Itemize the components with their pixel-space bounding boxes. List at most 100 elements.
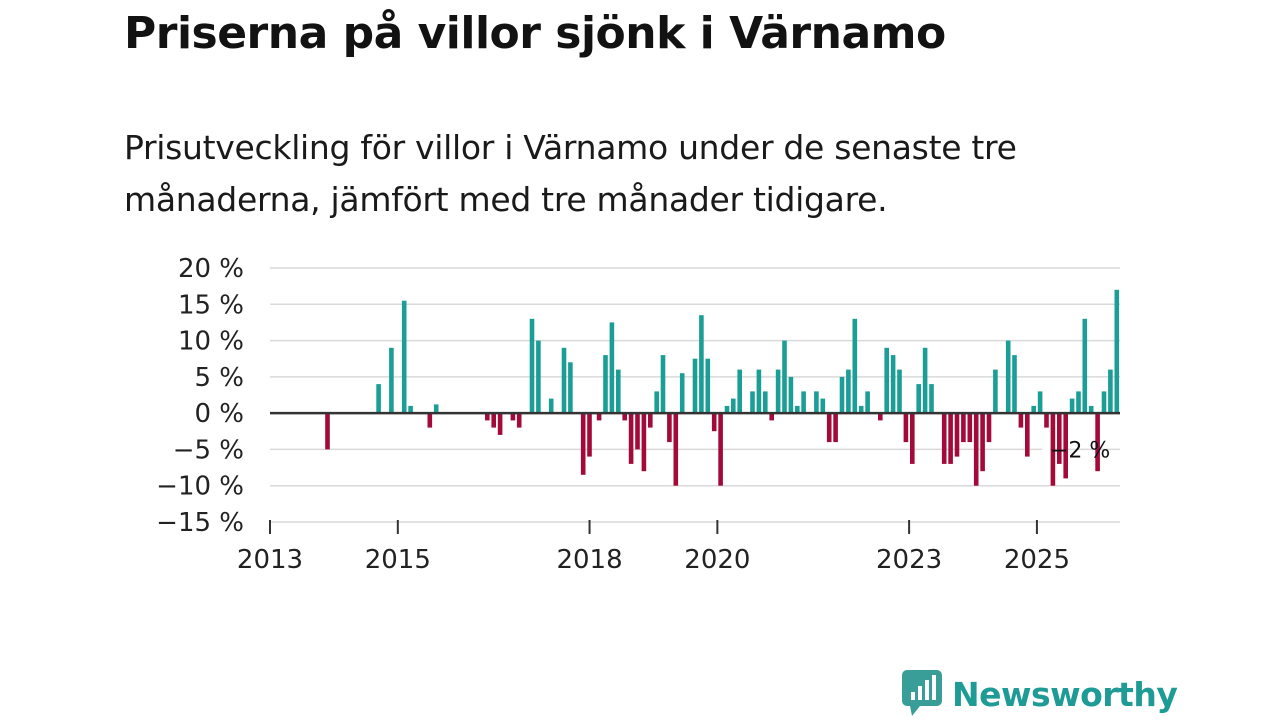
x-tick-label: 2015 xyxy=(365,545,431,575)
bar xyxy=(801,391,806,414)
bar xyxy=(929,384,934,414)
x-tick-label: 2025 xyxy=(1004,545,1070,575)
bar xyxy=(1069,398,1075,414)
bar xyxy=(839,376,845,414)
bar xyxy=(954,413,960,457)
bar xyxy=(980,413,985,472)
chart-title: Priserna på villor sjönk i Värnamo xyxy=(124,8,946,59)
y-tick-label: −5 % xyxy=(173,435,244,465)
bar xyxy=(961,413,966,443)
bar xyxy=(814,391,819,414)
bar xyxy=(858,405,864,414)
bar xyxy=(536,340,541,414)
bar xyxy=(941,413,947,464)
bar xyxy=(1108,369,1113,414)
bar xyxy=(993,369,998,414)
bar xyxy=(622,413,627,421)
bar xyxy=(529,318,535,414)
bar xyxy=(692,358,698,414)
bar xyxy=(510,413,516,421)
bar xyxy=(433,404,439,414)
bar xyxy=(1005,340,1011,414)
bar xyxy=(1037,391,1043,414)
x-tick-label: 2013 xyxy=(237,545,303,575)
last-value-label: −2 % xyxy=(1050,438,1110,463)
bar xyxy=(878,413,883,421)
bar xyxy=(325,413,330,450)
y-tick-label: 5 % xyxy=(194,363,244,393)
bar xyxy=(568,362,573,414)
bar xyxy=(516,413,522,428)
bar xyxy=(718,413,723,486)
bar xyxy=(724,405,730,414)
y-tick-label: 20 % xyxy=(178,254,244,284)
x-tick-label: 2020 xyxy=(684,545,750,575)
newsworthy-logo-icon xyxy=(902,670,942,716)
bar xyxy=(948,413,953,464)
bar xyxy=(1050,413,1056,486)
bar xyxy=(763,391,768,414)
bar xyxy=(826,413,832,443)
chart-subtitle: Prisutveckling för villor i Värnamo unde… xyxy=(124,128,1017,219)
bar xyxy=(1076,391,1081,414)
bar xyxy=(737,369,742,414)
bar xyxy=(903,413,909,443)
bar-chart: 20 % 15 % 10 % 5 % 0 % −5 % −10 % −15 % 2013 2015… xyxy=(156,254,1120,575)
bar xyxy=(587,413,592,457)
bar xyxy=(609,322,615,414)
last-value-marker xyxy=(1042,445,1050,454)
bar xyxy=(548,398,554,414)
bar xyxy=(986,413,992,443)
newsworthy-logo: Newsworthy xyxy=(902,670,1178,718)
bar xyxy=(1063,413,1068,479)
bar xyxy=(890,355,896,414)
bar xyxy=(561,347,567,414)
bar xyxy=(635,413,640,450)
y-tick-label: −10 % xyxy=(156,472,244,502)
x-tick-label: 2018 xyxy=(556,545,622,575)
bar xyxy=(580,413,586,475)
bar xyxy=(852,318,858,414)
bar xyxy=(1088,405,1094,414)
bar xyxy=(788,376,794,414)
bar xyxy=(756,369,762,414)
bar xyxy=(1044,413,1049,428)
bar xyxy=(897,369,902,414)
bar xyxy=(648,413,653,428)
bar xyxy=(833,413,838,443)
bar xyxy=(1114,289,1120,414)
bar xyxy=(673,413,679,486)
bar xyxy=(596,413,602,421)
brand-name: Newsworthy xyxy=(952,674,1178,714)
bar xyxy=(408,405,413,414)
y-tick-label: 0 % xyxy=(194,399,244,429)
bar xyxy=(973,413,979,486)
bar xyxy=(711,413,717,432)
bar xyxy=(1031,405,1036,414)
bar xyxy=(679,373,685,414)
bar xyxy=(750,391,755,414)
bar xyxy=(1101,391,1107,414)
bar xyxy=(389,347,394,414)
bar xyxy=(485,413,490,421)
bar xyxy=(922,347,928,414)
x-tick-label: 2023 xyxy=(876,545,942,575)
bar xyxy=(667,413,672,443)
bar xyxy=(769,413,774,421)
bar xyxy=(1025,413,1030,457)
bar xyxy=(491,413,496,428)
bar xyxy=(910,413,915,464)
bar xyxy=(884,347,889,414)
bar xyxy=(654,391,659,414)
bar xyxy=(1057,413,1062,464)
y-tick-label: 15 % xyxy=(178,290,244,320)
y-tick-label: −15 % xyxy=(156,508,244,538)
bar xyxy=(795,405,800,414)
bar xyxy=(967,413,973,443)
bar xyxy=(376,384,381,414)
bar xyxy=(628,413,634,464)
bar xyxy=(820,398,826,414)
bar xyxy=(782,340,787,414)
y-tick-label: 10 % xyxy=(178,327,244,357)
bar xyxy=(401,300,407,414)
